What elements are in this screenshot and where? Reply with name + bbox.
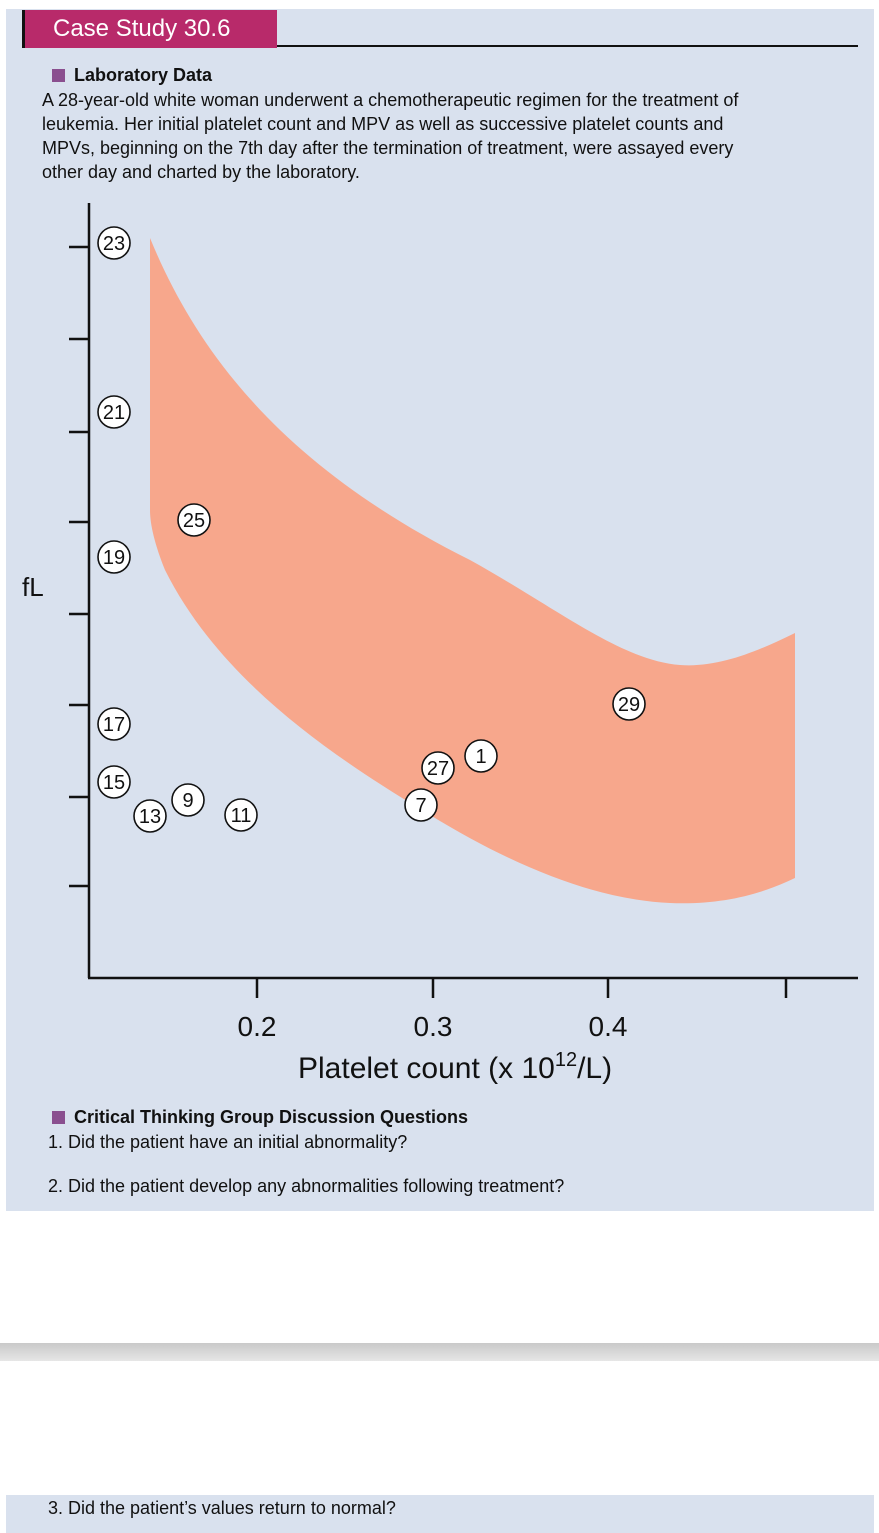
data-point-marker bbox=[224, 798, 258, 832]
question-2: 2. Did the patient develop any abnormali… bbox=[48, 1176, 565, 1196]
questions-heading: Critical Thinking Group Discussion Quest… bbox=[52, 1107, 468, 1128]
lab-data-heading: Laboratory Data bbox=[52, 65, 212, 86]
data-point-marker bbox=[171, 783, 205, 817]
bottom-panel bbox=[6, 1495, 874, 1533]
x-axis-label-sup: 12 bbox=[555, 1049, 577, 1071]
data-point-label: 11 bbox=[231, 805, 252, 827]
data-point-marker bbox=[97, 540, 131, 574]
data-point-marker bbox=[97, 765, 131, 799]
x-tick-label: 0.4 bbox=[589, 1011, 628, 1042]
x-axis-label-tail: /L) bbox=[577, 1052, 612, 1085]
square-bullet-icon bbox=[52, 1111, 65, 1124]
data-point-marker bbox=[612, 687, 646, 721]
data-point-label: 15 bbox=[103, 772, 125, 794]
normal-range-band bbox=[150, 238, 795, 904]
data-point-label: 7 bbox=[415, 795, 426, 817]
data-point-label: 9 bbox=[182, 790, 193, 812]
x-axis-label: Platelet count (x 1012/L) bbox=[298, 1049, 612, 1085]
data-point-marker bbox=[464, 739, 498, 773]
data-point-label: 1 bbox=[475, 746, 486, 768]
lab-line-4: other day and charted by the laboratory. bbox=[42, 162, 360, 182]
data-point-label: 17 bbox=[103, 714, 125, 736]
data-point-marker bbox=[97, 707, 131, 741]
data-point-marker bbox=[97, 226, 131, 260]
data-point-label: 21 bbox=[103, 402, 125, 424]
data-point-label: 19 bbox=[103, 547, 125, 569]
lab-data-title: Laboratory Data bbox=[74, 65, 213, 85]
page-separator bbox=[0, 1343, 879, 1361]
data-point-marker bbox=[177, 503, 211, 537]
question-3: 3. Did the patient’s values return to no… bbox=[48, 1498, 396, 1518]
lab-data-text: A 28-year-old white woman underwent a ch… bbox=[42, 88, 842, 184]
lab-line-3: MPVs, beginning on the 7th day after the… bbox=[42, 138, 734, 158]
data-point-marker bbox=[404, 788, 438, 822]
data-point-marker bbox=[421, 751, 455, 785]
data-point-label: 13 bbox=[139, 806, 161, 828]
square-bullet-icon bbox=[52, 69, 65, 82]
x-axis-label-base: Platelet count (x 10 bbox=[298, 1052, 555, 1085]
data-point-label: 29 bbox=[618, 694, 640, 716]
x-tick-label: 0.3 bbox=[414, 1011, 453, 1042]
x-tick-label: 0.2 bbox=[238, 1011, 277, 1042]
lab-line-2: leukemia. Her initial platelet count and… bbox=[42, 114, 724, 134]
questions-title: Critical Thinking Group Discussion Quest… bbox=[74, 1107, 469, 1127]
lab-line-1: A 28-year-old white woman underwent a ch… bbox=[42, 90, 739, 110]
data-point-label: 23 bbox=[103, 233, 125, 255]
case-study-title: Case Study 30.6 bbox=[22, 10, 277, 48]
platelet-mpv-chart: 0.2 0.3 0.4 23 21 19 17 15 13 9 11 25 727 1 29 fL Pla… bbox=[22, 203, 858, 1085]
data-point-marker bbox=[97, 395, 131, 429]
question-1: 1. Did the patient have an initial abnor… bbox=[48, 1132, 408, 1152]
data-point-label: 25 bbox=[183, 510, 205, 532]
y-axis-label: fL bbox=[22, 572, 44, 602]
header-rule bbox=[277, 45, 858, 47]
data-point-label: 27 bbox=[427, 758, 449, 780]
data-point-marker bbox=[133, 799, 167, 833]
